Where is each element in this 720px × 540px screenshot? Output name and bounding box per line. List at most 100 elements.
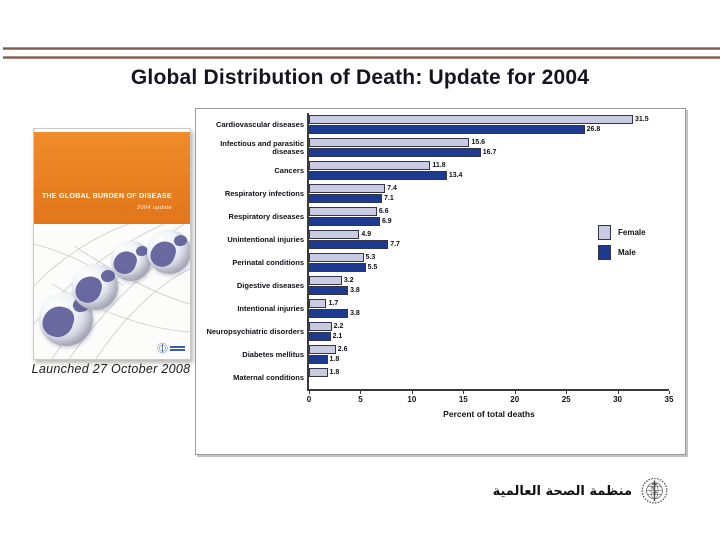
category-label: Diabetes mellitus xyxy=(242,349,304,359)
top-divider-line-2 xyxy=(3,56,720,59)
globe-landmass xyxy=(147,238,179,271)
chart-row: Neuropsychiatric disorders 2.2 2.1 xyxy=(196,320,669,343)
chart-row: Digestive diseases 3.2 3.8 xyxy=(196,274,669,297)
chart-panel: Cardiovascular diseases 31.5 26.8 Infectiou… xyxy=(195,108,686,455)
axis-frame xyxy=(307,113,669,391)
category-label: Digestive diseases xyxy=(236,280,304,290)
x-tick-label: 15 xyxy=(458,395,468,404)
bar-value-label: 7.4 xyxy=(387,185,397,192)
legend-swatch xyxy=(598,225,611,240)
chart-row: Cancers 11.8 13.4 xyxy=(196,159,669,182)
bar-value-label: 3.8 xyxy=(350,287,360,294)
legend-label: Female xyxy=(618,228,646,237)
x-tick-label: 35 xyxy=(664,395,674,404)
category-label: Neuropsychiatric disorders xyxy=(206,326,304,336)
category-label: Unintentional injuries xyxy=(227,234,304,244)
x-tick-label: 25 xyxy=(561,395,571,404)
category-label: Infectious and parasitic diseases xyxy=(220,138,304,156)
chart-rows: Cardiovascular diseases 31.5 26.8 Infectiou… xyxy=(196,113,669,389)
x-tick-label: 10 xyxy=(407,395,417,404)
bar-value-label: 6.9 xyxy=(381,218,392,225)
bar-value-label: 2.2 xyxy=(333,323,344,330)
bar-female xyxy=(309,138,470,147)
bar-value-label: 4.9 xyxy=(361,231,372,238)
x-tick-mark xyxy=(411,391,413,394)
bar-female xyxy=(309,299,327,308)
x-tick-mark xyxy=(309,391,310,394)
bar-value-label: 2.6 xyxy=(337,346,348,353)
bar-female xyxy=(309,161,431,170)
chart-row: Infectious and parasitic diseases 15.6 16.… xyxy=(196,136,669,159)
bar-male xyxy=(309,217,380,226)
bar-value-label: 3.2 xyxy=(343,277,354,284)
category-label: Respiratory infections xyxy=(224,188,304,198)
legend-item: Male xyxy=(598,245,646,260)
category-label: Maternal conditions xyxy=(233,372,304,382)
bar-value-label: 5.3 xyxy=(365,254,376,261)
chart-row: Maternal conditions 1.8 xyxy=(196,366,669,389)
who-emblem-icon xyxy=(157,343,168,354)
footer: منظمة الصحة العالمية xyxy=(493,478,668,505)
category-label: Respiratory diseases xyxy=(228,211,304,221)
bar-female xyxy=(309,253,364,262)
slide-title: Global Distribution of Death: Update for… xyxy=(130,66,590,89)
book-cover-orange-band: THE GLOBAL BURDEN OF DISEASE 2004 update xyxy=(34,132,190,224)
bar-value-label: 1.7 xyxy=(328,300,339,307)
x-tick-mark xyxy=(360,391,362,394)
legend-item: Female xyxy=(598,225,646,240)
chart-row: Respiratory infections 7.4 7.1 xyxy=(196,182,669,205)
chart-row: Cardiovascular diseases 31.5 26.8 xyxy=(196,113,669,136)
bar-male xyxy=(309,332,331,341)
x-tick-mark xyxy=(566,391,568,394)
x-tick-label: 30 xyxy=(613,395,623,404)
bar-female xyxy=(309,115,633,124)
bar-value-label: 2.1 xyxy=(332,333,343,340)
bar-female xyxy=(309,230,360,239)
book-cover-art xyxy=(34,224,190,359)
bar-male xyxy=(309,148,481,157)
bar-value-label: 1.8 xyxy=(329,369,340,376)
x-tick-mark xyxy=(669,391,670,394)
globe-landmass xyxy=(111,248,140,278)
bar-male xyxy=(309,263,366,272)
bar-male xyxy=(309,240,389,249)
bar-female xyxy=(309,322,332,331)
who-logo-small xyxy=(157,343,185,354)
bar-value-label: 13.4 xyxy=(448,172,463,179)
who-arabic-name: منظمة الصحة العالمية xyxy=(492,484,632,499)
globe-landmass xyxy=(39,302,78,342)
x-tick-label: 20 xyxy=(510,395,520,404)
category-label: Intentional injuries xyxy=(237,303,304,313)
bar-female xyxy=(309,276,342,285)
x-tick-mark xyxy=(617,391,619,394)
bar-value-label: 6.6 xyxy=(378,208,389,215)
bar-male xyxy=(309,286,349,295)
globe-icon xyxy=(111,241,151,281)
chart-row: Intentional injuries 1.7 3.8 xyxy=(196,297,669,320)
bar-female xyxy=(309,207,377,216)
globe-icon xyxy=(147,230,190,274)
bar-value-label: 7.1 xyxy=(384,195,394,202)
legend-label: Male xyxy=(618,248,636,257)
bar-value-label: 16.7 xyxy=(482,149,497,156)
bar-value-label: 7.7 xyxy=(390,241,400,248)
x-tick-mark xyxy=(463,391,465,394)
x-tick-label: 0 xyxy=(306,395,312,404)
bar-male xyxy=(309,194,383,203)
bar-male xyxy=(309,309,349,318)
book-cover-title: THE GLOBAL BURDEN OF DISEASE xyxy=(41,193,172,200)
globe-landmass xyxy=(72,272,105,306)
chart-row: Respiratory diseases 6.6 6.9 xyxy=(196,205,669,228)
who-logo-text-lines xyxy=(170,346,185,351)
x-axis-ticks: 0 5 10 15 20 25 30 35 xyxy=(306,391,673,409)
category-label: Cancers xyxy=(274,165,304,175)
chart-row: Perinatal conditions 5.3 5.5 xyxy=(196,251,669,274)
top-divider-line-1 xyxy=(3,47,720,50)
category-label: Cardiovascular diseases xyxy=(216,119,304,129)
who-emblem-icon xyxy=(641,478,668,504)
bar-value-label: 5.5 xyxy=(367,264,378,271)
bar-value-label: 3.8 xyxy=(350,310,360,317)
chart-row: Unintentional injuries 4.9 7.7 xyxy=(196,228,669,251)
bar-female xyxy=(309,345,336,354)
